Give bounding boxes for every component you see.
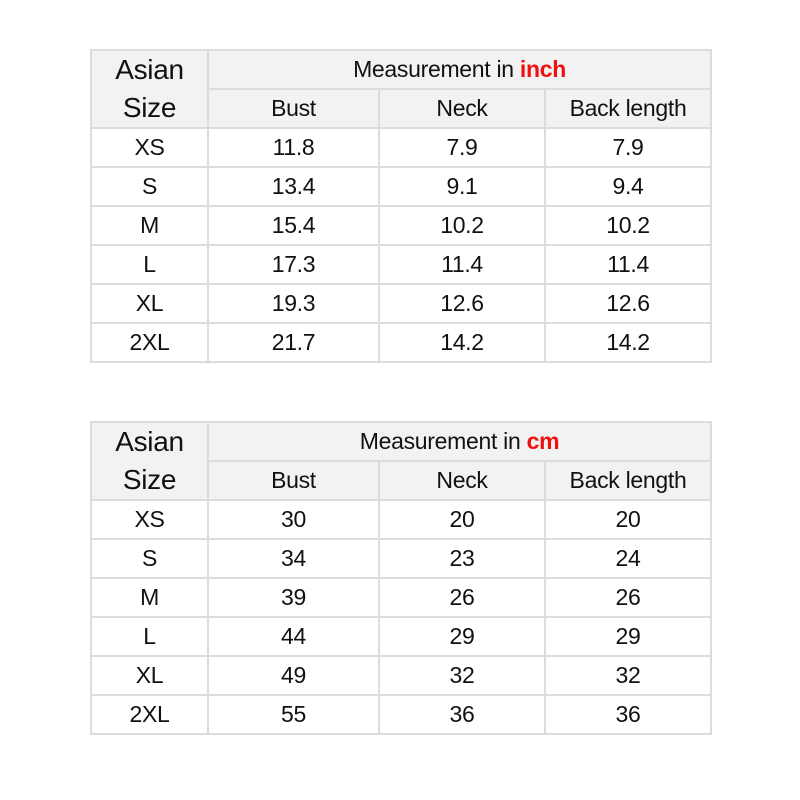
value-cell: 39 <box>207 577 380 618</box>
table-row: 2XL 55 36 36 <box>90 694 712 735</box>
value-cell: 26 <box>544 577 712 618</box>
value-cell: 9.1 <box>378 166 546 207</box>
value-cell: 36 <box>544 694 712 735</box>
size-header-line1: Asian <box>115 426 184 457</box>
unit-label: cm <box>526 428 560 454</box>
value-cell: 29 <box>378 616 546 657</box>
value-cell: 55 <box>207 694 380 735</box>
value-cell: 24 <box>544 538 712 579</box>
column-header: Neck <box>378 460 546 501</box>
value-cell: 49 <box>207 655 380 696</box>
value-cell: 32 <box>544 655 712 696</box>
size-cell: XS <box>90 127 209 168</box>
value-cell: 23 <box>378 538 546 579</box>
table-row: L 44 29 29 <box>90 616 712 657</box>
table-row: XL 19.3 12.6 12.6 <box>90 283 713 324</box>
value-cell: 9.4 <box>543 166 713 207</box>
column-header: Bust <box>207 88 380 129</box>
size-cell: XS <box>90 499 209 540</box>
value-cell: 14.2 <box>378 322 546 363</box>
value-cell: 7.9 <box>543 127 713 168</box>
size-header: Asian Size <box>90 421 209 501</box>
table-row: XS 30 20 20 <box>90 499 712 540</box>
value-cell: 34 <box>207 538 380 579</box>
size-cell: 2XL <box>90 694 209 735</box>
value-cell: 19.3 <box>207 283 380 324</box>
table-row: XS 11.8 7.9 7.9 <box>90 127 713 168</box>
column-header: Neck <box>378 88 546 129</box>
value-cell: 10.2 <box>543 205 713 246</box>
size-header-line1: Asian <box>115 54 184 85</box>
value-cell: 10.2 <box>378 205 546 246</box>
value-cell: 36 <box>378 694 546 735</box>
size-header-line2: Size <box>122 464 177 495</box>
value-cell: 44 <box>207 616 380 657</box>
column-header: Back length <box>544 460 712 501</box>
value-cell: 12.6 <box>378 283 546 324</box>
size-cell: 2XL <box>90 322 209 363</box>
value-cell: 21.7 <box>207 322 380 363</box>
value-cell: 30 <box>207 499 380 540</box>
measurement-prefix: Measurement in <box>359 428 521 454</box>
value-cell: 11.4 <box>543 244 713 285</box>
size-cell: S <box>90 166 209 207</box>
measurement-header: Measurement in inch <box>206 49 713 90</box>
table-row: M 39 26 26 <box>90 577 712 618</box>
size-cell: XL <box>90 655 209 696</box>
table-row: S 34 23 24 <box>90 538 712 579</box>
measurement-prefix: Measurement in <box>353 56 514 82</box>
size-cell: L <box>90 616 209 657</box>
value-cell: 15.4 <box>207 205 380 246</box>
size-header-line2: Size <box>122 92 177 123</box>
value-cell: 11.8 <box>207 127 380 168</box>
value-cell: 20 <box>378 499 546 540</box>
value-cell: 13.4 <box>207 166 380 207</box>
unit-label: inch <box>519 56 566 82</box>
table-row: M 15.4 10.2 10.2 <box>90 205 713 246</box>
value-cell: 26 <box>378 577 546 618</box>
size-cell: S <box>90 538 209 579</box>
value-cell: 12.6 <box>543 283 713 324</box>
table-row: S 13.4 9.1 9.4 <box>90 166 713 207</box>
value-cell: 32 <box>378 655 546 696</box>
measurement-header: Measurement in cm <box>207 421 712 462</box>
value-cell: 17.3 <box>207 244 380 285</box>
value-cell: 20 <box>544 499 712 540</box>
size-cell: M <box>90 577 209 618</box>
table-row: 2XL 21.7 14.2 14.2 <box>90 322 713 363</box>
size-cell: M <box>90 205 209 246</box>
inch-size-table: Asian Size Measurement in inch Bust Neck Bac… <box>90 49 713 363</box>
cm-size-table: Asian Size Measurement in cm Bust Neck Back … <box>90 421 712 735</box>
column-header: Back length <box>543 88 713 129</box>
column-header: Bust <box>207 460 380 501</box>
value-cell: 11.4 <box>378 244 546 285</box>
size-cell: XL <box>90 283 209 324</box>
value-cell: 14.2 <box>543 322 713 363</box>
table-row: XL 49 32 32 <box>90 655 712 696</box>
size-cell: L <box>90 244 209 285</box>
value-cell: 7.9 <box>378 127 546 168</box>
value-cell: 29 <box>544 616 712 657</box>
table-row: L 17.3 11.4 11.4 <box>90 244 713 285</box>
size-header: Asian Size <box>90 49 209 129</box>
